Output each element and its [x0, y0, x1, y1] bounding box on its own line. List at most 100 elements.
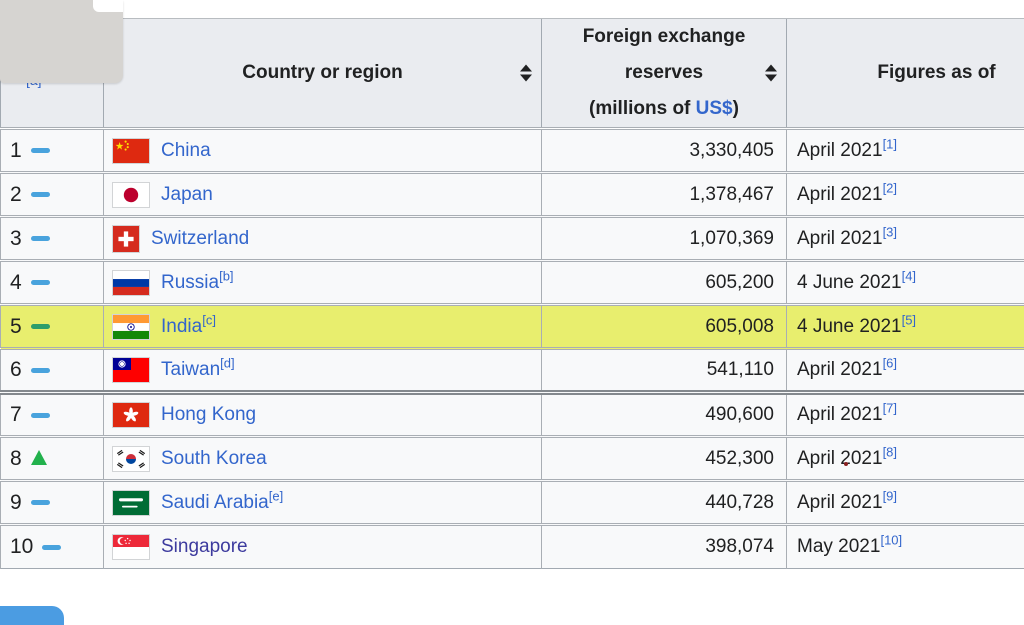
- trend-steady-icon: [30, 412, 50, 418]
- flag-taiwan-icon: [112, 357, 150, 383]
- table-row-south-korea: 8 South Korea 452,300 April 2021[8]: [0, 435, 1024, 481]
- country-link[interactable]: India: [161, 315, 203, 337]
- reserves-value: 398,074: [541, 523, 787, 569]
- date-value: April 2021: [797, 359, 883, 380]
- trend-steady-icon: [42, 544, 62, 550]
- country-link[interactable]: China: [161, 139, 211, 161]
- blue-corner-bar[interactable]: [0, 606, 64, 625]
- reference-link[interactable]: [7]: [882, 400, 898, 416]
- country-link[interactable]: Singapore: [161, 536, 248, 558]
- country-link[interactable]: Switzerland: [151, 227, 250, 249]
- country-link[interactable]: Taiwan: [161, 359, 221, 381]
- rank-value: 8: [10, 446, 22, 470]
- reserves-header-line2: reserves: [624, 62, 704, 83]
- footnote-marker[interactable]: [e]: [268, 488, 284, 504]
- rank-value: 5: [10, 314, 22, 338]
- country-link[interactable]: Russia: [161, 271, 220, 293]
- trend-up-icon: [30, 450, 47, 466]
- reserves-header-line1: Foreign exchange: [582, 26, 746, 47]
- date-value: April 2021: [797, 227, 883, 249]
- reserves-value: 1,070,369: [541, 215, 787, 261]
- reference-link[interactable]: [5]: [901, 312, 917, 328]
- rank-value: 6: [10, 358, 22, 381]
- reserves-table: Country or region Foreign exchange reser…: [0, 18, 1024, 569]
- date-value: April 2021: [797, 404, 883, 425]
- footnote-marker[interactable]: [b]: [219, 268, 234, 284]
- reference-link[interactable]: [3]: [882, 224, 898, 240]
- reference-link[interactable]: [8]: [882, 444, 898, 460]
- sort-icon: [765, 65, 777, 82]
- rank-value: 2: [10, 182, 22, 206]
- reserves-value: 490,600: [541, 390, 787, 437]
- table-row-switzerland: 3 Switzerland 1,070,369 April 2021[3]: [0, 215, 1024, 261]
- column-header-country-label: Country or region: [242, 62, 403, 83]
- trend-steady-icon: [30, 367, 50, 373]
- gray-overlay-patch: [0, 0, 123, 83]
- reserves-header-paren: (millions of: [589, 98, 696, 119]
- rank-value: 3: [10, 226, 22, 250]
- reserves-value: 3,330,405: [541, 127, 787, 173]
- usd-link[interactable]: US$: [695, 98, 733, 119]
- date-value: April 2021: [797, 183, 883, 205]
- rank-value: 1: [10, 138, 22, 162]
- column-header-reserves[interactable]: Foreign exchange reserves (millions of U…: [541, 18, 787, 129]
- reserves-value: 605,008: [541, 303, 787, 349]
- rank-value: 9: [10, 490, 22, 514]
- date-value: April 2021: [797, 491, 883, 513]
- trend-steady-icon: [30, 324, 50, 330]
- flag-japan-icon: [112, 181, 150, 208]
- country-link[interactable]: Hong Kong: [161, 404, 257, 426]
- rank-value: 10: [10, 535, 34, 558]
- reserves-value: 541,110: [541, 347, 787, 393]
- reference-link[interactable]: [1]: [882, 136, 898, 152]
- red-dot-artifact: [844, 462, 848, 466]
- table-row-russia: 4 Russia[b] 605,200 4 June 2021[4]: [0, 259, 1024, 305]
- country-link[interactable]: Japan: [161, 183, 213, 205]
- trend-steady-icon: [30, 500, 50, 506]
- flag-hong-kong-icon: [112, 402, 150, 428]
- reference-link[interactable]: [4]: [901, 268, 917, 284]
- column-header-figures[interactable]: Figures as of: [786, 18, 1024, 129]
- rank-value: 4: [10, 270, 22, 294]
- trend-steady-icon: [30, 148, 50, 154]
- flag-singapore-icon: [112, 534, 150, 560]
- table-row-saudi-arabia: 9 Saudi Arabia[e] 440,728 April 2021[9]: [0, 479, 1024, 525]
- date-value: 4 June 2021: [797, 315, 902, 337]
- reference-link[interactable]: [10]: [880, 532, 903, 548]
- sort-icon: [520, 65, 532, 82]
- reserves-header-line3: (millions of US$): [542, 91, 786, 127]
- reference-link[interactable]: [9]: [882, 488, 898, 504]
- date-value: May 2021: [797, 536, 881, 557]
- column-header-country[interactable]: Country or region: [103, 18, 542, 129]
- gray-overlay-notch: [93, 0, 123, 12]
- reserves-value: 440,728: [541, 479, 787, 525]
- country-link[interactable]: Saudi Arabia: [161, 491, 269, 513]
- table-row-singapore: 10 Singapore 398,074 May 2021[10]: [0, 523, 1024, 569]
- reference-link[interactable]: [6]: [882, 355, 898, 371]
- trend-steady-icon: [30, 192, 50, 198]
- rank-value: 7: [10, 403, 22, 426]
- table-row-hong-kong: 7 Hong Kong 490,600 April 2021[7]: [0, 390, 1024, 437]
- flag-china-icon: [112, 137, 150, 164]
- footnote-marker[interactable]: [d]: [220, 355, 235, 371]
- table-row-japan: 2 Japan 1,378,467 April 2021[2]: [0, 171, 1024, 217]
- flag-india-icon: [112, 313, 150, 340]
- footnote-marker[interactable]: [c]: [202, 312, 216, 328]
- reserves-value: 605,200: [541, 259, 787, 305]
- country-link[interactable]: South Korea: [161, 447, 267, 469]
- header-row: Country or region Foreign exchange reser…: [0, 18, 1024, 129]
- date-value: April 2021: [797, 139, 883, 161]
- reserves-header-paren-close: ): [732, 98, 739, 119]
- date-value: 4 June 2021: [797, 271, 902, 293]
- column-header-figures-label: Figures as of: [877, 62, 996, 83]
- table-row-china: 1 China 3,330,405 April 2021[1]: [0, 127, 1024, 173]
- reference-link[interactable]: [2]: [882, 180, 898, 196]
- trend-steady-icon: [30, 236, 50, 242]
- flag-russia-icon: [112, 269, 150, 296]
- table-row-taiwan: 6 Taiwan[d] 541,110 April 2021[6]: [0, 347, 1024, 393]
- reserves-value: 1,378,467: [541, 171, 787, 217]
- table-row-india-highlighted: 5 India[c] 605,008 4 June 2021[5]: [0, 303, 1024, 349]
- trend-steady-icon: [30, 280, 50, 286]
- flag-switzerland-icon: [112, 224, 140, 253]
